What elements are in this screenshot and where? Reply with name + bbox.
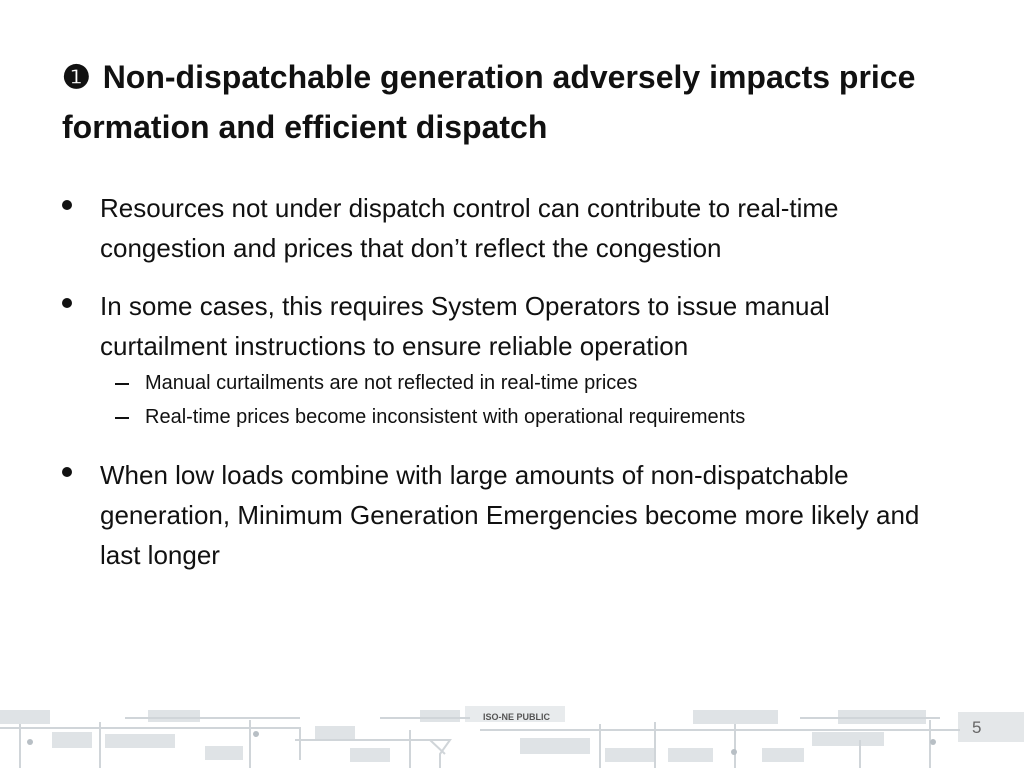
title-text: Non-dispatchable generation adversely im… — [62, 59, 916, 145]
sub-bullet-text: Real-time prices become inconsistent wit… — [145, 406, 746, 428]
sub-bullet-text: Manual curtailments are not reflected in… — [145, 372, 638, 394]
title-marker: ❶ — [62, 59, 91, 95]
footer-label: ISO-NE PUBLIC — [483, 712, 551, 722]
page-number: 5 — [972, 718, 982, 737]
bullet-text: Resources not under dispatch control can… — [100, 193, 839, 263]
bullet-text: In some cases, this requires System Oper… — [100, 291, 830, 361]
bullet-dot — [62, 200, 72, 210]
sub-dash — [115, 383, 129, 385]
footer-decoration — [0, 706, 1024, 768]
bullet-dot — [62, 467, 72, 477]
bullet-text: When low loads combine with large amount… — [100, 460, 920, 570]
sub-dash — [115, 417, 129, 419]
bullet-dot — [62, 298, 72, 308]
slide-title: ❶ Non-dispatchable generation adversely i… — [62, 52, 962, 152]
